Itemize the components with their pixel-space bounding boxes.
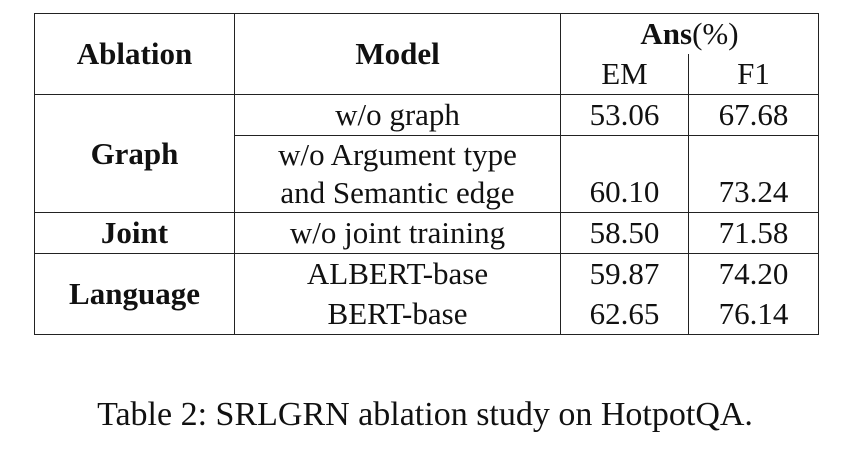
ablation-table: Ablation Model Ans(%) EM F1 Graph w/o gr…	[34, 13, 819, 335]
table-row: Language ALBERT-base 59.87 74.20	[34, 253, 819, 335]
model-cell: BERT-base	[234, 294, 561, 335]
model-line: w/o Argument type	[278, 137, 517, 172]
header-f1: F1	[688, 54, 819, 95]
model-cell: w/o graph	[234, 94, 561, 136]
table-row: Graph w/o graph 53.06 67.68	[34, 94, 819, 213]
model-line: and Semantic edge	[280, 175, 515, 210]
f1-cell: 76.14	[688, 294, 819, 335]
group-label-graph: Graph	[34, 94, 235, 213]
group-label-joint: Joint	[34, 212, 235, 254]
table-row: BERT-base 62.65 76.14	[35, 294, 819, 335]
header-row-2: EM F1	[35, 54, 819, 95]
em-cell: 59.87	[560, 253, 689, 294]
header-ablation: Ablation	[34, 13, 235, 95]
model-cell: w/o Argument type and Semantic edge	[234, 135, 561, 213]
header-row-1: Ablation Model Ans(%)	[34, 13, 819, 95]
em-cell: 62.65	[560, 294, 689, 335]
f1-cell: 71.58	[688, 212, 819, 254]
model-cell: ALBERT-base	[234, 253, 561, 294]
header-ans-unit: (%)	[692, 16, 739, 51]
ablation-table-container: Ablation Model Ans(%) EM F1 Graph w/o gr…	[34, 13, 819, 335]
table-row: Joint w/o joint training 58.50 71.58	[34, 212, 819, 254]
em-cell: 53.06	[560, 94, 689, 136]
group-label-language: Language	[34, 253, 235, 335]
table-caption: Table 2: SRLGRN ablation study on Hotpot…	[97, 396, 753, 433]
header-model: Model	[234, 13, 561, 95]
header-ans: Ans(%)	[560, 13, 819, 54]
header-ans-label: Ans	[640, 16, 693, 51]
model-cell: w/o joint training	[234, 212, 561, 254]
f1-cell: 73.24	[688, 135, 819, 213]
f1-cell: 74.20	[688, 253, 819, 294]
header-em: EM	[560, 54, 689, 95]
em-cell: 58.50	[560, 212, 689, 254]
f1-cell: 67.68	[688, 94, 819, 136]
em-cell: 60.10	[560, 135, 689, 213]
table-row: w/o Argument type and Semantic edge 60.1…	[35, 135, 819, 213]
